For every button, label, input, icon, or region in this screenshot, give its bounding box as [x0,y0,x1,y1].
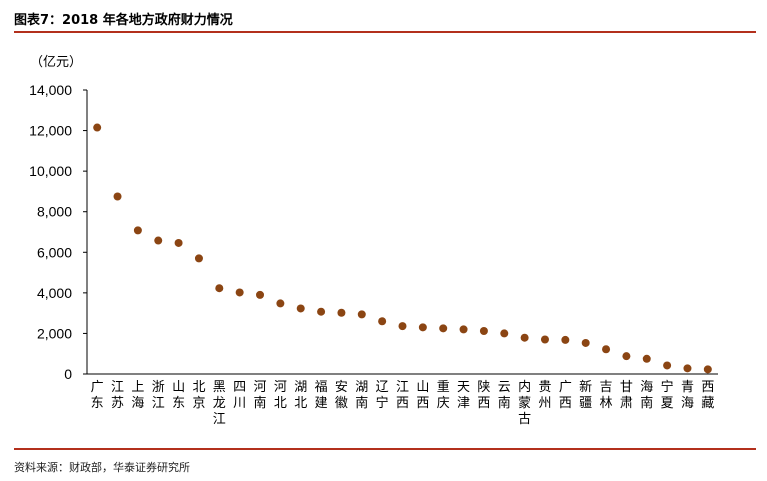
y-unit-label: （亿元） [30,55,82,70]
x-tick-label: 西藏 [701,380,714,411]
y-tick-label: 2,000 [37,325,72,341]
data-point [683,364,692,373]
x-tick-label: 山西 [416,380,429,411]
data-point [561,335,570,344]
source-note: 资料来源：财政部，华泰证券研究所 [14,461,190,474]
data-point [133,226,142,235]
data-point [276,299,285,308]
x-tick-label: 广东 [91,380,104,411]
data-point [622,352,631,361]
data-point [479,326,488,335]
x-tick-label: 重庆 [437,379,450,411]
data-point [93,123,102,132]
data-point [174,238,183,247]
x-tick-label: 北京 [192,380,205,411]
x-tick-label: 河南 [254,380,267,411]
data-point [459,325,468,334]
y-tick-label: 4,000 [37,285,72,301]
x-tick-label: 湖南 [355,380,368,411]
y-tick-label: 0 [64,366,72,382]
x-tick-label: 湖北 [294,380,307,411]
data-point [296,304,305,313]
x-tick-label: 四川 [233,380,246,411]
y-tick-label: 10,000 [29,163,72,179]
x-tick-label: 广西 [559,380,572,411]
data-point [703,365,712,374]
x-tick-label: 江苏 [111,380,124,411]
x-tick-label: 宁夏 [661,379,674,411]
x-tick-label: 浙江 [152,380,165,411]
y-tick-label: 6,000 [37,244,72,260]
x-tick-label: 贵州 [538,380,551,411]
x-tick-label: 上海 [131,380,144,411]
data-point [357,310,366,319]
data-point [256,290,265,299]
data-point [500,329,509,338]
x-tick-label: 江西 [396,380,409,411]
top-rule [14,31,756,33]
x-tick-label: 辽宁 [376,380,389,411]
data-point [581,338,590,347]
x-tick-label: 安徽 [335,380,348,411]
y-tick-label: 12,000 [29,123,72,139]
data-point [215,284,224,293]
data-point [194,254,203,263]
y-ticks: 0 2,000 4,000 6,000 8,000 10,000 12,000 14,000 [29,82,87,382]
data-point [418,323,427,332]
figure-title: 图表7：2018 年各地方政府财力情况 [14,13,233,28]
x-tick-label: 青海 [681,380,694,411]
data-point [540,335,549,344]
data-point [602,345,611,354]
data-point [154,236,163,245]
x-tick-label: 福建 [315,380,328,411]
data-point [113,192,122,201]
data-points [93,123,712,374]
x-tick-label: 海南 [640,380,653,411]
x-tick-label: 甘肃 [620,380,633,411]
x-tick-label: 天津 [457,380,470,411]
x-tick-label: 新疆 [579,379,592,411]
y-tick-label: 8,000 [37,204,72,220]
x-labels: 广东江苏上海浙江山东北京黑龙江四川河南河北湖北福建安徽湖南辽宁江西山西重庆天津陕… [91,379,715,427]
x-tick-label: 山东 [172,380,185,411]
x-tick-label: 河北 [274,380,287,411]
data-point [317,307,326,316]
data-point [520,333,529,342]
y-tick-label: 14,000 [29,82,72,98]
data-point [439,324,448,333]
x-tick-label: 黑龙江 [213,380,226,427]
x-tick-label: 云南 [498,380,511,411]
x-tick-label: 吉林 [600,380,613,411]
x-tick-label: 内蒙古 [518,379,531,427]
data-point [398,322,407,331]
data-point [378,317,387,326]
bottom-rule [14,448,756,450]
data-point [642,354,651,363]
data-point [337,308,346,317]
data-point [663,361,672,370]
data-point [235,288,244,297]
x-tick-label: 陕西 [477,380,490,411]
